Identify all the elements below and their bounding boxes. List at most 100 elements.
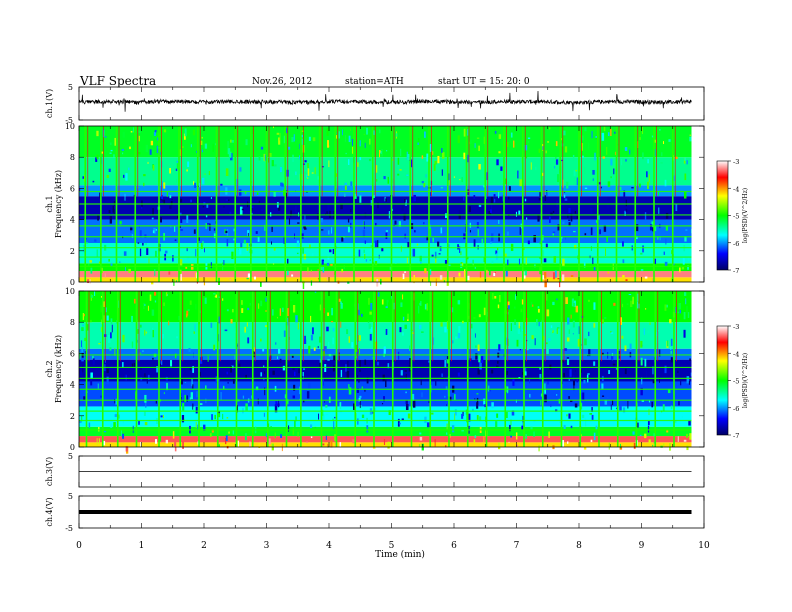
psd-cell — [563, 130, 566, 136]
psd-cell — [530, 301, 533, 308]
psd-cell — [144, 421, 148, 426]
psd-cell — [627, 400, 629, 409]
psd-cell — [386, 299, 388, 308]
psd-cell — [330, 440, 333, 448]
psd-cell — [660, 162, 663, 164]
psd-cell — [92, 355, 94, 360]
date-label: Nov.26, 2012 — [252, 77, 312, 87]
psd-cell — [165, 439, 168, 444]
station-label: station=ATH — [345, 77, 404, 87]
psd-cell — [585, 420, 587, 427]
psd-cell — [292, 428, 295, 435]
psd-cell — [332, 337, 334, 345]
psd-cell — [353, 403, 355, 409]
psd-cell — [651, 135, 654, 138]
psd-cell — [138, 420, 140, 425]
psd-cell — [258, 200, 260, 203]
psd-cell — [283, 330, 286, 337]
psd-cell — [457, 135, 460, 144]
psd-cell — [461, 262, 464, 267]
psd-cell — [584, 127, 587, 132]
psd-cell — [563, 194, 566, 198]
psd-cell — [340, 303, 343, 309]
psd-cell — [304, 171, 306, 175]
x-tick-label: 4 — [326, 541, 332, 551]
psd-cell — [647, 420, 650, 426]
spectral-band — [79, 291, 692, 323]
psd-cell — [360, 313, 363, 317]
psd-cell — [227, 381, 229, 384]
psd-cell — [238, 363, 241, 369]
psd-cell — [555, 154, 557, 160]
psd-cell — [311, 253, 314, 256]
psd-cell — [582, 392, 585, 400]
psd-cell — [486, 172, 488, 181]
psd-cell — [418, 305, 420, 314]
psd-cell — [640, 387, 643, 396]
psd-cell — [548, 338, 551, 341]
psd-cell — [179, 149, 182, 157]
psd-cell — [405, 373, 407, 380]
psd-cell — [515, 294, 516, 300]
psd-cell — [525, 257, 527, 265]
psd-cell — [686, 433, 689, 438]
psd-cell — [350, 181, 353, 186]
psd-cell — [387, 363, 390, 369]
psd-cell — [464, 269, 466, 278]
psd-cell — [174, 446, 177, 452]
psd-cell — [516, 339, 519, 347]
psd-cell — [165, 292, 168, 297]
colorbar-tick-label: -7 — [733, 432, 739, 440]
psd-cell — [359, 369, 361, 372]
psd-cell — [442, 152, 445, 159]
spectral-band — [79, 359, 692, 382]
psd-cell — [448, 264, 451, 267]
psd-cell — [321, 409, 324, 416]
psd-cell — [174, 340, 178, 344]
psd-cell — [231, 251, 234, 259]
psd-cell — [642, 127, 644, 135]
psd-cell — [276, 356, 278, 359]
psd-cell — [407, 413, 411, 419]
psd-cell — [246, 322, 248, 327]
psd-cell — [531, 335, 534, 340]
psd-cell — [649, 322, 651, 325]
psd-cell — [550, 325, 553, 329]
psd-cell — [245, 139, 248, 146]
psd-cell — [652, 444, 654, 447]
psd-cell — [687, 257, 690, 261]
psd-cell — [629, 343, 632, 350]
psd-cell — [307, 382, 311, 389]
psd-cell — [286, 399, 289, 405]
psd-cell — [507, 305, 510, 310]
psd-cell — [369, 259, 372, 262]
psd-cell — [291, 355, 294, 358]
psd-cell — [467, 275, 470, 281]
psd-cell — [207, 355, 209, 362]
psd-cell — [322, 259, 324, 262]
psd-cell — [333, 421, 335, 429]
psd-cell — [652, 379, 655, 384]
psd-cell — [394, 220, 397, 225]
psd-cell — [658, 192, 659, 196]
psd-cell — [593, 266, 596, 271]
psd-cell — [557, 174, 559, 183]
psd-cell — [164, 250, 168, 254]
psd-cell — [179, 212, 182, 216]
psd-cell — [114, 199, 117, 205]
psd-cell — [581, 414, 585, 419]
psd-cell — [572, 374, 575, 381]
psd-cell — [310, 280, 313, 286]
psd-cell — [374, 240, 378, 248]
psd-cell — [619, 186, 622, 190]
psd-cell — [478, 145, 480, 152]
psd-cell — [193, 181, 195, 185]
psd-cell — [138, 226, 140, 229]
psd-cell — [395, 259, 397, 264]
psd-cell — [434, 251, 437, 259]
psd-cell — [218, 410, 221, 418]
psd-cell — [226, 417, 229, 419]
psd-cell — [173, 226, 176, 232]
psd-cell — [366, 425, 369, 433]
